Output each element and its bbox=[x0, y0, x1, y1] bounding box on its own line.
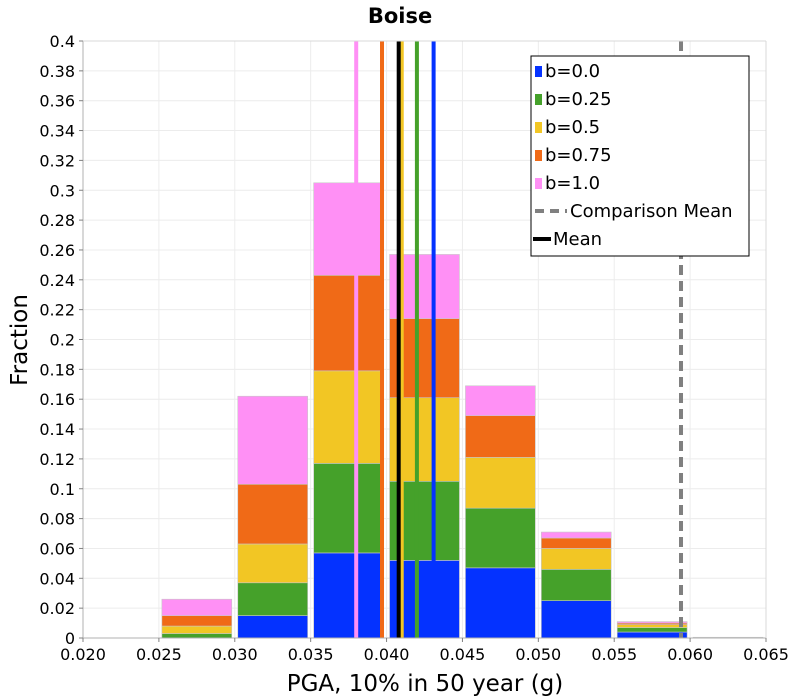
legend-label-comparison-mean: Comparison Mean bbox=[570, 201, 733, 222]
x-tick-label: 0.065 bbox=[743, 645, 789, 664]
bar-segment-b-0-25-bin-5 bbox=[465, 507, 536, 569]
legend-label-b-0-5: b=0.5 bbox=[545, 117, 600, 138]
y-tick-label: 0.12 bbox=[39, 450, 75, 469]
y-tick-label: 0.3 bbox=[50, 181, 75, 200]
legend-label-b-0-0: b=0.0 bbox=[545, 61, 600, 82]
y-tick-label: 0.36 bbox=[39, 92, 75, 111]
y-tick-label: 0.28 bbox=[39, 211, 75, 230]
y-tick-label: 0.14 bbox=[39, 420, 75, 439]
bar-segment-b-1-0-bin-5 bbox=[465, 385, 536, 416]
y-tick-label: 0.22 bbox=[39, 301, 75, 320]
y-tick-label: 0.26 bbox=[39, 241, 75, 260]
x-tick-label: 0.055 bbox=[591, 645, 637, 664]
legend-swatch-b-0-5 bbox=[535, 122, 542, 133]
legend-swatch-b-1-0 bbox=[535, 178, 542, 189]
legend-label-b-0-25: b=0.25 bbox=[545, 89, 612, 110]
legend-label-b-0-75: b=0.75 bbox=[545, 145, 612, 166]
y-tick-label: 0.02 bbox=[39, 599, 75, 618]
y-tick-label: 0.06 bbox=[39, 539, 75, 558]
y-tick-label: 0.38 bbox=[39, 62, 75, 81]
y-tick-label: 0.2 bbox=[50, 331, 75, 350]
bar-segment-b-0-25-bin-6 bbox=[541, 569, 612, 601]
y-tick-label: 0.18 bbox=[39, 360, 75, 379]
bar-segment-b-0-0-bin-5 bbox=[465, 567, 536, 639]
bar-segment-b-0-75-bin-2 bbox=[237, 483, 308, 545]
bar-segment-b-0-25-bin-7 bbox=[616, 627, 688, 633]
bar-segment-b-1-0-bin-1 bbox=[161, 598, 233, 616]
bar-segment-b-0-5-bin-5 bbox=[465, 457, 536, 509]
x-tick-label: 0.050 bbox=[515, 645, 561, 664]
bar-segment-b-0-75-bin-3 bbox=[313, 275, 384, 372]
y-tick-label: 0.16 bbox=[39, 390, 75, 409]
x-tick-labels: 0.020 0.025 0.030 0.035 0.040 0.045 0.050 0.055… bbox=[60, 638, 789, 664]
bar-segment-b-0-5-bin-6 bbox=[541, 548, 612, 570]
y-tick-label: 0.08 bbox=[39, 510, 75, 529]
legend-label-mean: Mean bbox=[553, 229, 602, 250]
y-axis-label: Fraction bbox=[7, 294, 33, 386]
y-tick-label: 0.32 bbox=[39, 151, 75, 170]
legend-swatch-b-0-0 bbox=[535, 66, 542, 77]
bar-segment-b-0-5-bin-1 bbox=[161, 625, 233, 634]
bar-segment-b-1-0-bin-7 bbox=[616, 621, 688, 624]
bar-segment-b-0-25-bin-3 bbox=[313, 463, 384, 554]
x-tick-label: 0.060 bbox=[667, 645, 713, 664]
x-tick-label: 0.035 bbox=[288, 645, 334, 664]
y-tick-label: 0.24 bbox=[39, 271, 75, 290]
bar-segment-b-0-0-bin-2 bbox=[237, 615, 308, 639]
x-axis-label: PGA, 10% in 50 year (g) bbox=[287, 671, 564, 697]
bar-segment-b-0-5-bin-2 bbox=[237, 543, 308, 584]
legend-swatch-b-0-75 bbox=[535, 150, 542, 161]
x-tick-label: 0.020 bbox=[60, 645, 106, 664]
y-tick-label: 0 bbox=[65, 629, 75, 648]
bar-segment-b-0-25-bin-1 bbox=[161, 633, 233, 639]
bar-segment-b-0-0-bin-7 bbox=[616, 631, 688, 639]
x-tick-label: 0.025 bbox=[136, 645, 182, 664]
x-tick-label: 0.030 bbox=[212, 645, 258, 664]
y-tick-label: 0.4 bbox=[50, 32, 75, 51]
chart-title: Boise bbox=[368, 4, 432, 28]
legend-label-b-1-0: b=1.0 bbox=[545, 173, 600, 194]
bar-segment-b-0-25-bin-2 bbox=[237, 582, 308, 616]
legend: b=0.0 b=0.25 b=0.5 b=0.75 b=1.0 Comparison Me… bbox=[530, 55, 750, 257]
x-tick-label: 0.045 bbox=[440, 645, 486, 664]
bar-segment-b-0-5-bin-3 bbox=[313, 370, 384, 464]
bar-segment-b-0-75-bin-6 bbox=[541, 537, 612, 549]
bar-segment-b-0-75-bin-1 bbox=[161, 615, 233, 627]
y-tick-labels: 0 0.02 0.04 0.06 0.08 0.1 0.12 0.14 0.16 0.18 0.2 0… bbox=[39, 32, 83, 648]
bar-segment-b-0-5-bin-7 bbox=[616, 624, 688, 628]
y-tick-label: 0.1 bbox=[50, 480, 75, 499]
legend-swatch-b-0-25 bbox=[535, 94, 542, 105]
bar-segment-b-1-0-bin-6 bbox=[541, 531, 612, 539]
bar-segment-b-0-75-bin-5 bbox=[465, 415, 536, 458]
y-tick-label: 0.34 bbox=[39, 122, 75, 141]
y-tick-label: 0.04 bbox=[39, 569, 75, 588]
bar-segment-b-1-0-bin-3 bbox=[313, 182, 384, 276]
legend-box bbox=[530, 55, 750, 257]
bar-segment-b-0-0-bin-3 bbox=[313, 552, 384, 639]
bar-segment-b-1-0-bin-2 bbox=[237, 395, 308, 485]
x-tick-label: 0.040 bbox=[364, 645, 410, 664]
bar-segment-b-0-0-bin-6 bbox=[541, 600, 612, 639]
